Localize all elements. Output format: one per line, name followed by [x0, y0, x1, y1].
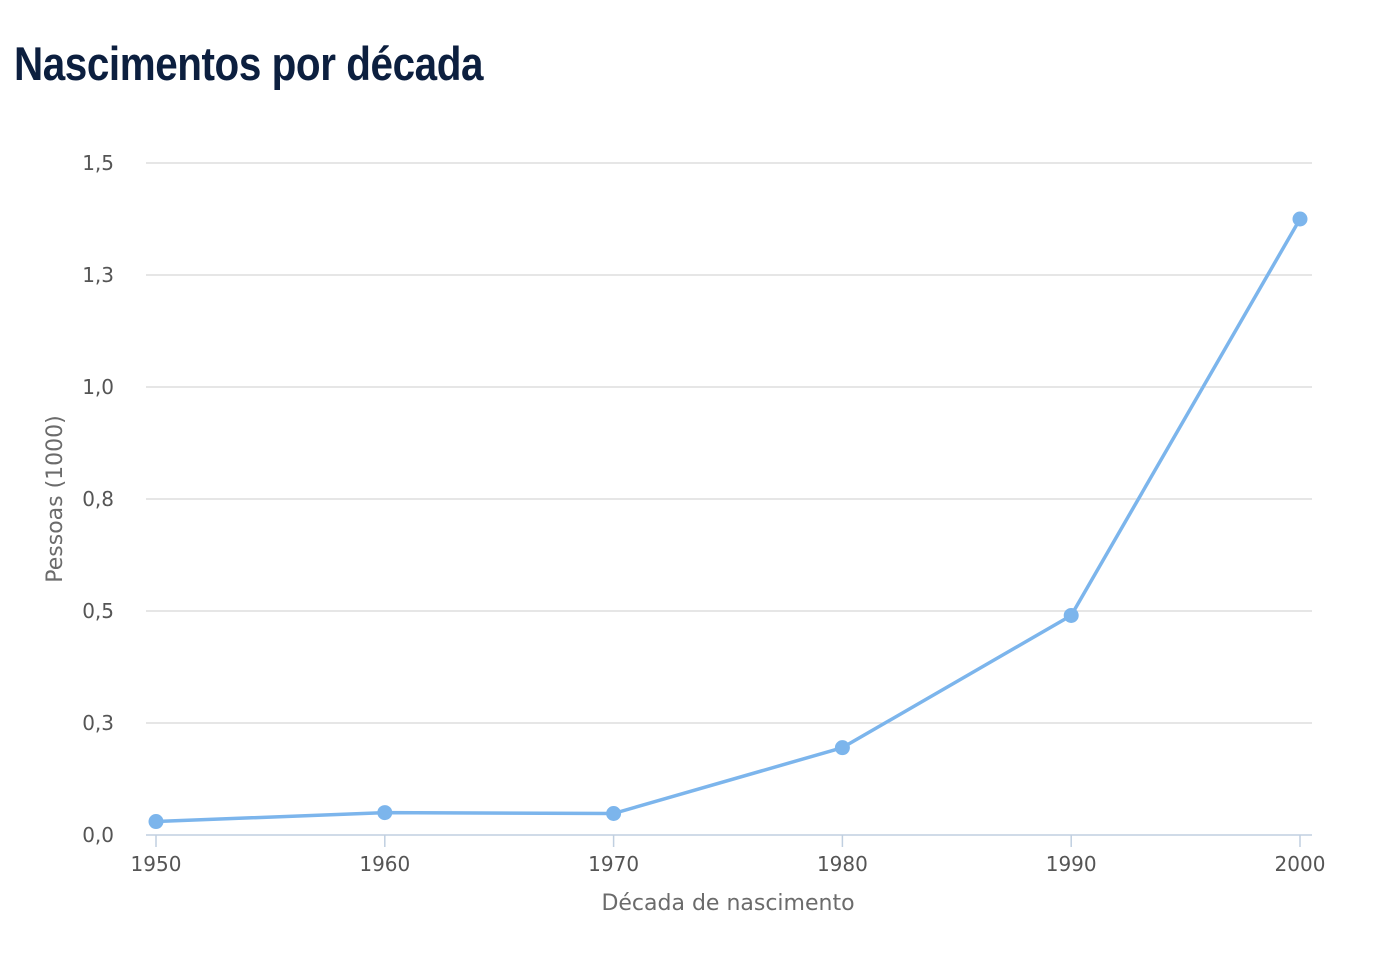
x-axis-title: Década de nascimento	[601, 891, 854, 916]
y-tick-label: 0,8	[82, 487, 114, 511]
y-tick-label: 0,5	[82, 599, 114, 623]
data-point-1970[interactable]	[606, 805, 622, 821]
y-axis-title: Pessoas (1000)	[43, 415, 68, 583]
data-point-1980[interactable]	[834, 740, 850, 756]
y-axis-ticks: 0,0 0,3 0,5 0,8 1,0 1,3 1,5	[82, 151, 114, 847]
y-tick-label: 0,0	[82, 823, 114, 847]
x-tick-label: 1990	[1046, 852, 1097, 876]
series-line	[154, 217, 1302, 824]
data-point-1960[interactable]	[377, 805, 393, 821]
y-tick-label: 1,3	[82, 263, 114, 287]
data-point-2000[interactable]	[1292, 211, 1308, 227]
data-point-1990[interactable]	[1063, 607, 1079, 623]
data-point-1950[interactable]	[148, 814, 164, 830]
x-tick-label: 1950	[131, 852, 182, 876]
grid-lines	[146, 162, 1312, 724]
x-tick-label: 2000	[1275, 852, 1326, 876]
y-tick-label: 1,5	[82, 151, 114, 175]
x-axis: 1950 1960 1970 1980 1990 2000	[131, 834, 1326, 876]
x-tick-label: 1980	[817, 852, 868, 876]
x-tick-label: 1960	[359, 852, 410, 876]
series-group	[148, 211, 1308, 830]
chart-title: Nascimentos por década	[14, 37, 484, 90]
y-tick-label: 1,0	[82, 375, 114, 399]
y-tick-label: 0,3	[82, 711, 114, 735]
x-tick-label: 1970	[588, 852, 639, 876]
